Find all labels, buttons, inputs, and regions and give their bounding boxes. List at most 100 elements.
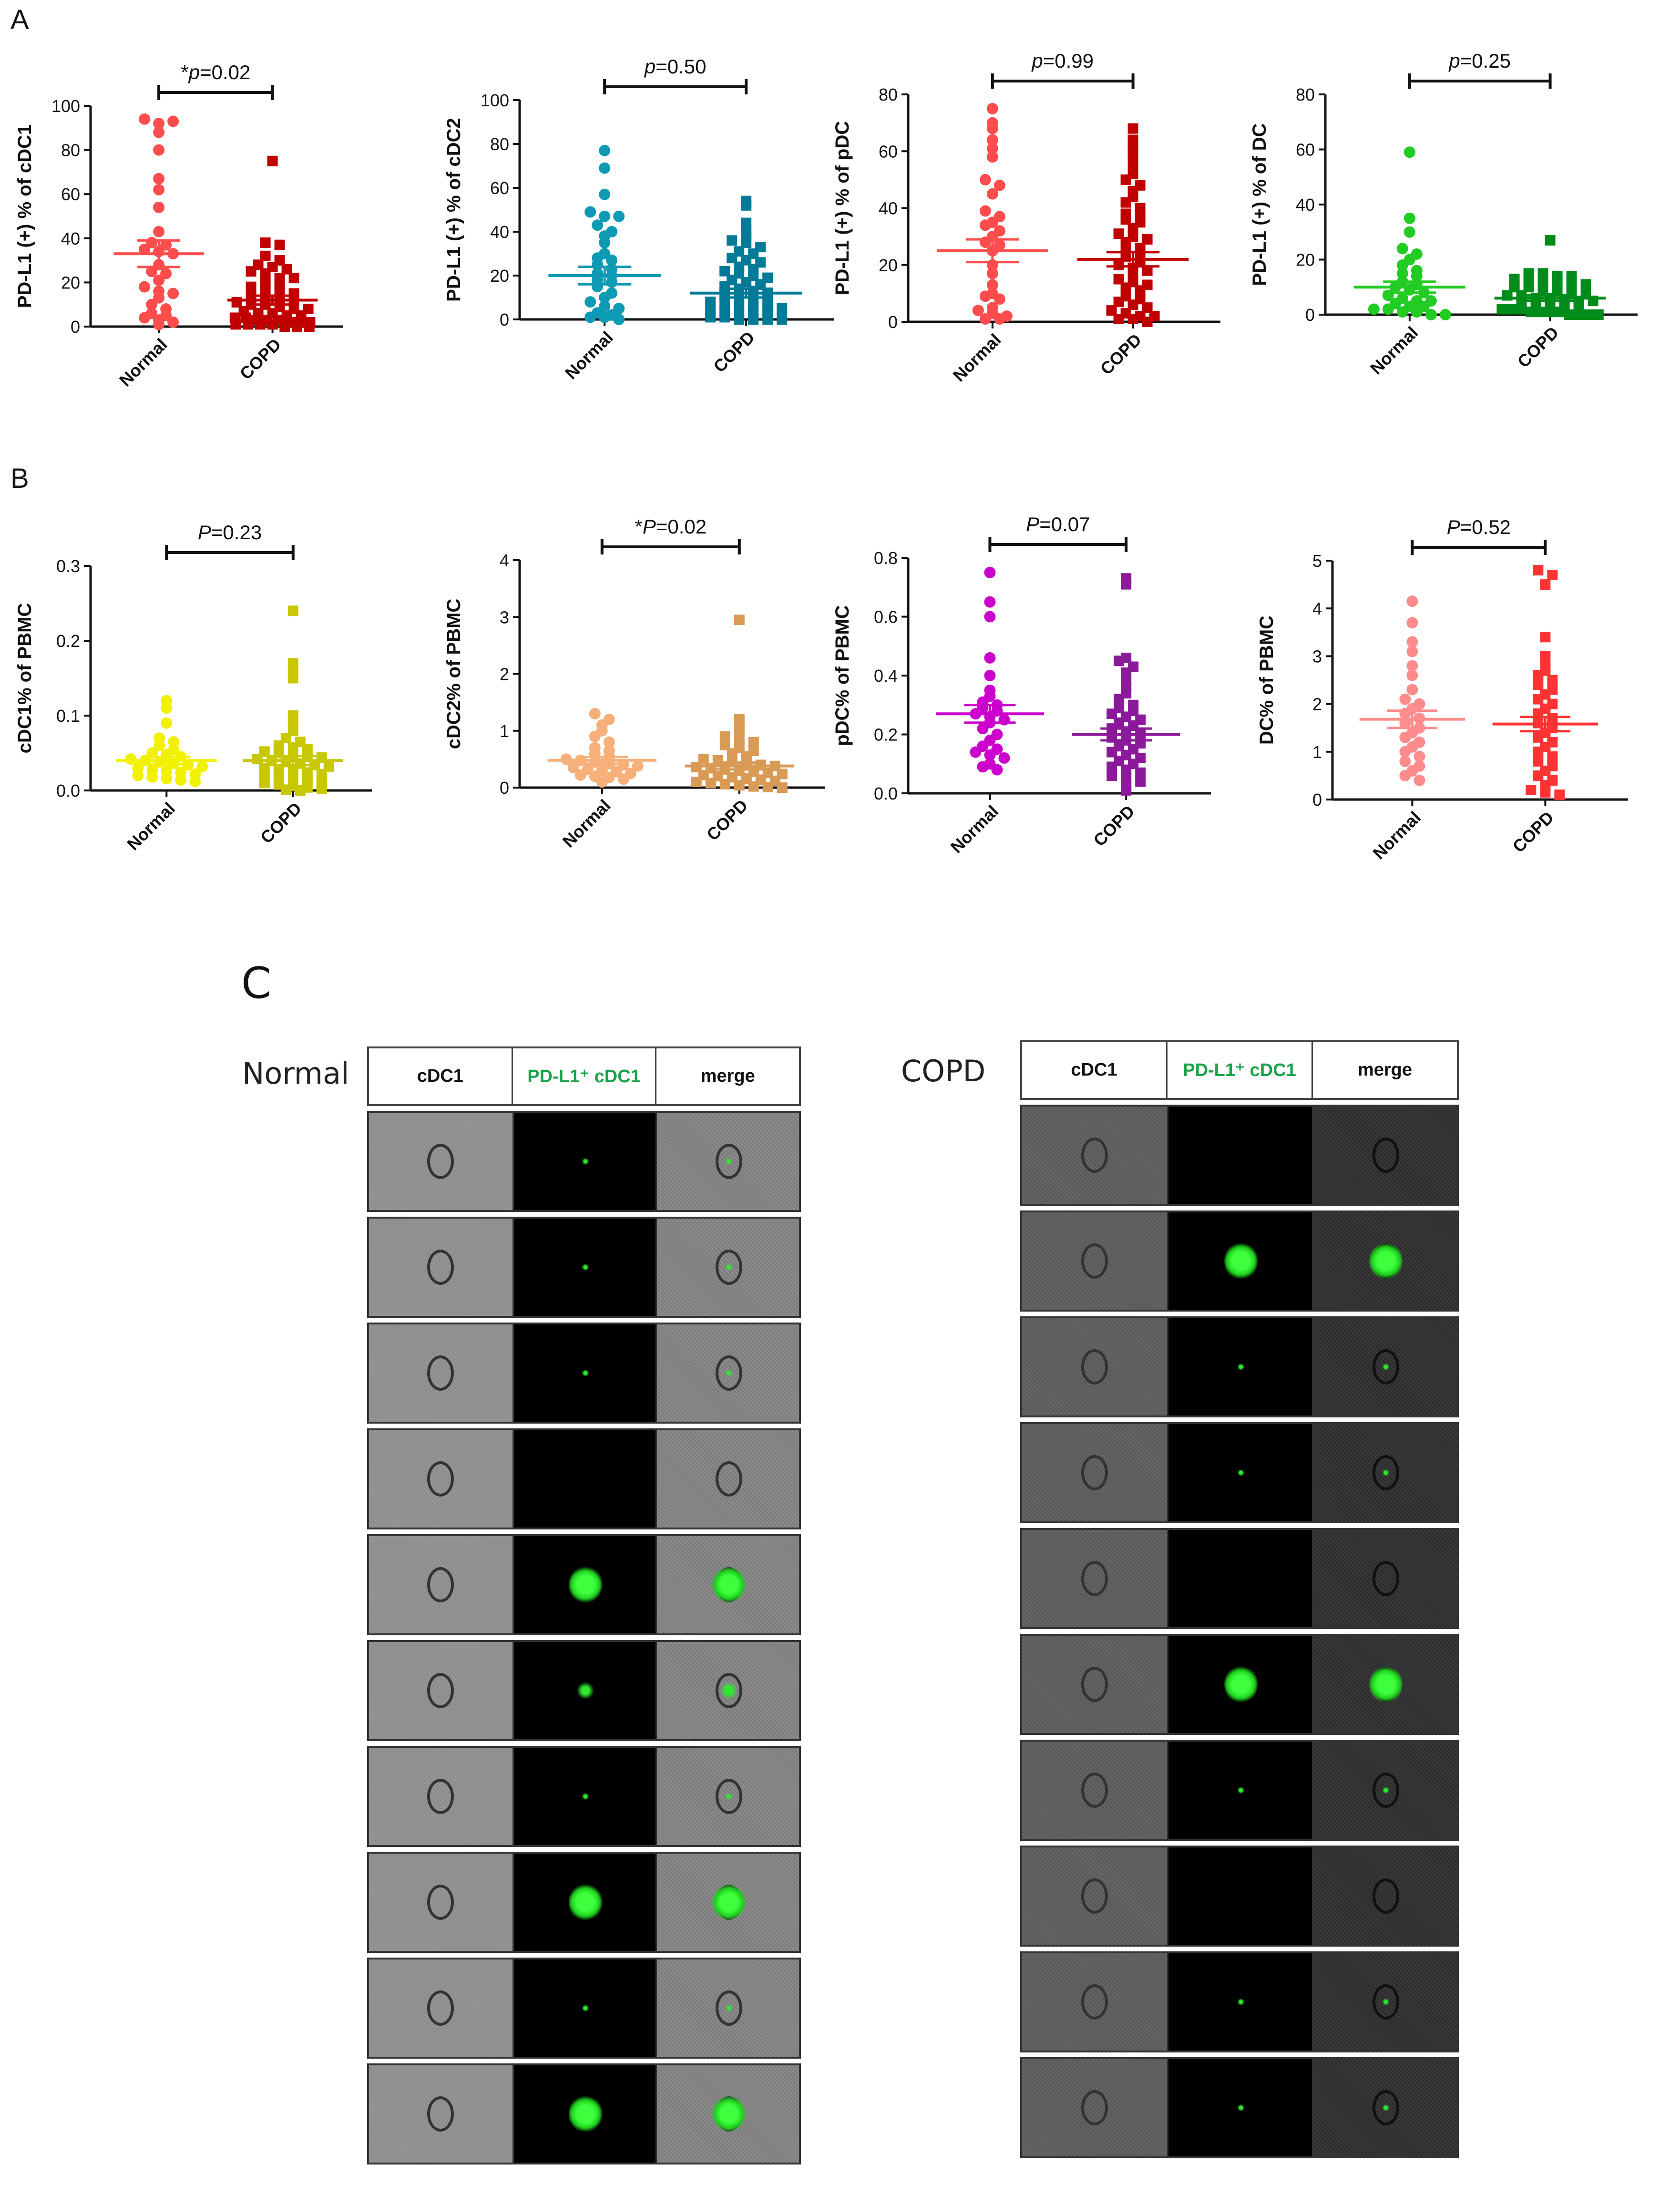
data-point [1533, 770, 1544, 781]
data-point [161, 702, 173, 714]
data-point [984, 611, 996, 623]
data-point [153, 201, 165, 213]
data-point [255, 319, 266, 330]
fluorescence-tile [512, 1219, 656, 1316]
data-point [1552, 276, 1563, 287]
y-tick-label: 0.2 [874, 725, 898, 745]
data-point [777, 314, 788, 325]
merge-tile [656, 1113, 799, 1210]
data-point [1533, 679, 1544, 690]
fluorescence-tile [1167, 1742, 1312, 1839]
data-point [288, 273, 299, 284]
data-point [986, 188, 998, 200]
data-point [1406, 684, 1418, 696]
y-tick-label: 100 [481, 91, 509, 110]
data-point [189, 776, 201, 788]
data-point [287, 673, 298, 684]
merge-tile [1312, 2059, 1457, 2156]
brightfield-tile [1022, 1318, 1167, 1415]
data-point [606, 254, 618, 266]
data-point [153, 184, 165, 195]
data-point [1540, 579, 1551, 590]
data-point [1135, 776, 1146, 787]
data-point [741, 237, 752, 248]
brightfield-tile [1022, 1636, 1167, 1733]
data-point [734, 615, 745, 626]
data-point [1439, 309, 1451, 320]
image-row [1020, 1634, 1459, 1735]
pd-l1-signal [582, 1263, 589, 1272]
data-point [1127, 152, 1138, 163]
fluorescence-tile [512, 1324, 656, 1422]
data-point [1425, 309, 1437, 320]
pd-l1-signal [568, 1565, 602, 1604]
p-value-label: P=0.23 [198, 521, 262, 544]
x-tick-label-copd: COPD [236, 335, 285, 384]
data-point [1127, 160, 1138, 171]
data-point [596, 776, 608, 788]
merge-tile [656, 1430, 799, 1528]
y-tick-label: 0.0 [874, 784, 898, 803]
data-point [741, 200, 752, 211]
pd-l1-signal [712, 1565, 746, 1604]
data-point [196, 760, 208, 772]
data-point [979, 205, 991, 217]
image-row [1020, 1105, 1459, 1206]
column-header-2: merge [1311, 1042, 1457, 1098]
data-point [153, 318, 165, 330]
data-point [698, 754, 709, 765]
data-point [1540, 787, 1551, 798]
data-point [1135, 248, 1146, 259]
data-point [719, 312, 730, 323]
data-point [592, 219, 604, 231]
p-value-label: p=0.99 [1031, 50, 1094, 72]
data-point [167, 115, 179, 127]
cell-outline [1373, 1349, 1399, 1385]
data-point [260, 268, 271, 279]
cell-outline [427, 1461, 454, 1497]
merge-tile [1312, 1636, 1457, 1733]
chart-a1: 0 20 40 60 80 100 PD-L1 (+) % of cDC1 Normal COP… [14, 61, 343, 390]
data-point [243, 319, 254, 330]
chart-b4: 0 1 2 3 4 5 DC% of PBMC Normal COPD P=0.52 [1256, 516, 1628, 863]
merge-tile [1312, 1847, 1457, 1945]
y-tick-label: 1 [1312, 742, 1322, 762]
data-point [741, 217, 752, 228]
data-point [246, 281, 256, 292]
brightfield-tile [1022, 2059, 1167, 2156]
data-point [719, 731, 730, 742]
data-point [146, 298, 158, 310]
data-point [613, 210, 625, 222]
y-tick-label: 0.4 [874, 666, 898, 686]
pd-l1-signal [1369, 1241, 1403, 1281]
data-point [175, 774, 187, 786]
image-row [367, 1323, 801, 1424]
data-point [1593, 309, 1604, 320]
merge-tile [1312, 1530, 1457, 1627]
data-point [267, 155, 278, 166]
data-point [1526, 784, 1537, 795]
data-point [574, 769, 586, 781]
data-point [998, 752, 1010, 764]
data-point [986, 267, 998, 279]
brightfield-tile [369, 1854, 512, 1951]
data-point [1414, 774, 1425, 786]
grid-header: cDC1 PD-L1⁺ cDC1 merge [367, 1046, 801, 1106]
data-point [1545, 307, 1556, 318]
fluorescence-tile [512, 1959, 656, 2057]
data-point [161, 772, 173, 784]
x-tick-label-normal: Normal [949, 330, 1005, 386]
x-tick-label-copd: COPD [1509, 808, 1558, 857]
y-tick-label: 20 [61, 273, 80, 292]
pd-l1-signal [568, 2094, 602, 2133]
x-tick-label-normal: Normal [946, 801, 1002, 857]
data-point [632, 760, 644, 772]
data-point [1399, 731, 1411, 743]
brightfield-tile [1022, 1212, 1167, 1310]
data-point [1113, 314, 1124, 325]
brightfield-tile [1022, 1424, 1167, 1521]
x-tick-label-copd: COPD [256, 799, 306, 848]
data-point [1537, 276, 1548, 287]
data-point [1496, 304, 1507, 315]
image-row [1020, 1210, 1459, 1312]
